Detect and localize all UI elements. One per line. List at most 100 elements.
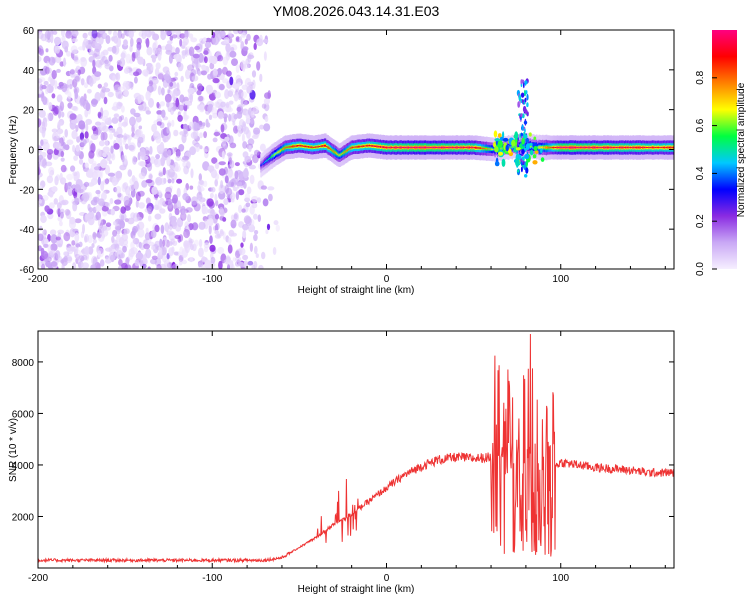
noise-dot xyxy=(82,254,88,261)
noise-dot xyxy=(48,202,55,209)
noise-dot xyxy=(61,199,69,206)
noise-dot xyxy=(97,111,102,119)
spectrogram-cell xyxy=(464,146,466,149)
noise-dot xyxy=(67,91,72,100)
spectrogram-cell xyxy=(414,146,416,149)
spectrogram-cell xyxy=(627,146,630,149)
noise-dot xyxy=(166,126,170,134)
noise-dot xyxy=(242,141,248,149)
colorbar-tick-label: 0.2 xyxy=(695,214,706,228)
spectrogram-cell xyxy=(432,146,434,149)
spectrogram-cell xyxy=(339,154,342,156)
noise-dot xyxy=(222,78,229,84)
noise-dot xyxy=(223,198,229,206)
spectrogram-cell xyxy=(340,153,343,155)
noise-dot xyxy=(119,137,123,146)
noise-dot xyxy=(178,234,184,242)
noise-dot xyxy=(166,122,172,127)
noise-dot xyxy=(160,224,165,234)
noise-dot xyxy=(123,135,128,140)
spectrogram-cell xyxy=(455,146,458,149)
noise-dot xyxy=(179,103,184,113)
noise-dot xyxy=(217,246,225,255)
noise-dot xyxy=(111,177,118,187)
noise-dot xyxy=(87,246,94,255)
spectrogram-cell xyxy=(487,148,489,150)
noise-dot xyxy=(242,230,247,239)
noise-dot xyxy=(69,113,77,120)
noise-dot xyxy=(226,152,233,157)
burst-cell xyxy=(533,145,538,152)
spectrogram-cell xyxy=(590,146,593,149)
noise-dot xyxy=(179,33,186,39)
noise-dot xyxy=(166,149,172,158)
spectrogram-cell xyxy=(549,146,551,149)
noise-dot xyxy=(92,59,96,68)
noise-dot xyxy=(247,53,252,63)
noise-dot xyxy=(145,90,151,101)
noise-dot xyxy=(255,253,259,258)
burst-cell xyxy=(524,153,530,160)
noise-dot xyxy=(183,228,191,239)
noise-dot xyxy=(45,48,49,53)
noise-dot xyxy=(42,128,46,139)
noise-dot xyxy=(69,69,75,75)
noise-dot xyxy=(104,164,111,175)
noise-dot xyxy=(53,198,58,205)
noise-dot xyxy=(174,71,179,77)
noise-dot xyxy=(198,247,204,258)
noise-dot xyxy=(47,243,52,253)
noise-dot xyxy=(242,46,249,52)
spectrogram-cell xyxy=(499,148,501,150)
noise-dot xyxy=(116,134,124,139)
spectrogram-cell xyxy=(461,146,464,149)
spectrogram-cell xyxy=(289,145,292,148)
noise-dot xyxy=(92,231,97,240)
spectrogram-cell xyxy=(384,146,387,149)
noise-dot xyxy=(169,35,173,42)
spectrogram-cell xyxy=(409,147,411,148)
noise-dot xyxy=(111,45,117,54)
noise-dot xyxy=(174,165,182,173)
noise-dot xyxy=(83,82,89,89)
noise-dot xyxy=(168,54,173,64)
noise-dot xyxy=(247,260,254,266)
noise-dot xyxy=(120,52,126,59)
spectrogram-cell xyxy=(620,146,622,149)
noise-dot xyxy=(147,206,153,215)
spectrogram-cell xyxy=(295,145,298,147)
burst-cell xyxy=(518,94,522,102)
noise-dot xyxy=(40,139,44,146)
noise-dot xyxy=(132,212,140,222)
noise-dot xyxy=(79,97,86,107)
burst-cell xyxy=(528,132,532,137)
noise-dot xyxy=(226,107,233,113)
spectrogram-cell xyxy=(661,146,664,149)
spectrogram-cell xyxy=(462,146,465,149)
noise-dot xyxy=(256,197,262,204)
spectrogram-cell xyxy=(389,146,392,149)
noise-dot xyxy=(74,249,82,260)
noise-dot xyxy=(167,40,173,45)
noise-dot xyxy=(238,36,243,43)
noise-dot xyxy=(185,207,193,213)
spectrogram-cell xyxy=(565,146,567,149)
burst-cell xyxy=(532,154,537,159)
spectrogram-cell xyxy=(476,146,478,149)
noise-dot xyxy=(182,36,189,46)
noise-dot xyxy=(188,223,194,231)
noise-dot xyxy=(102,125,109,133)
noise-dot xyxy=(74,91,79,100)
noise-dot xyxy=(119,220,125,229)
noise-dot xyxy=(259,73,263,83)
noise-dot xyxy=(158,172,164,177)
noise-dot xyxy=(88,207,94,213)
spectrogram-cell xyxy=(453,146,455,149)
noise-dot xyxy=(208,224,212,235)
spectrogram-cell xyxy=(457,146,460,148)
spectrogram-cell xyxy=(544,146,547,149)
noise-dot xyxy=(235,191,239,201)
noise-dot xyxy=(200,264,206,269)
noise-dot xyxy=(214,230,220,235)
